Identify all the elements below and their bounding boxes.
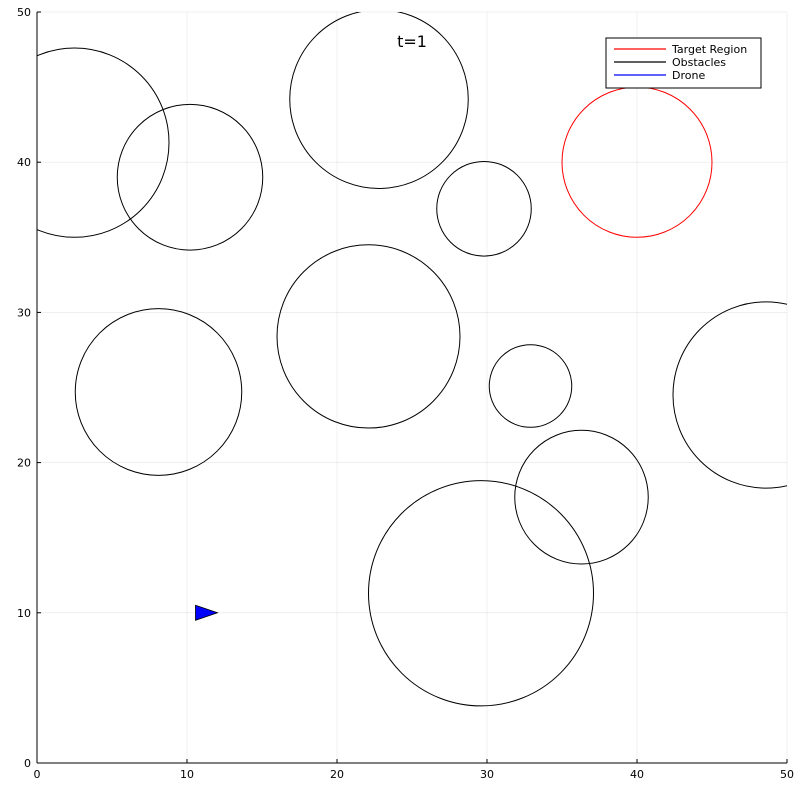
obstacle-circle [289, 12, 469, 189]
legend-label: Target Region [671, 43, 747, 56]
x-tick-label: 20 [330, 768, 344, 781]
time-annotation: t=1 [397, 32, 427, 51]
ticks: 0 10 20 30 40 50 0 10 20 30 40 50 [17, 6, 794, 781]
legend-label: Obstacles [672, 56, 726, 69]
y-tick-label: 10 [17, 607, 31, 620]
obstacle-circle [514, 429, 649, 565]
x-tick-label: 0 [34, 768, 41, 781]
obstacle-circle [368, 480, 594, 707]
x-tick-label: 30 [480, 768, 494, 781]
legend-box [605, 37, 762, 89]
drone-marker [195, 604, 219, 621]
plot-area [37, 12, 787, 707]
x-tick-label: 40 [630, 768, 644, 781]
obstacle-circle [488, 344, 573, 428]
legend-label: Drone [672, 69, 705, 82]
obstacle-circle [672, 301, 787, 489]
obstacle-circle [436, 160, 532, 257]
axes [36, 12, 787, 764]
obstacle-circle [74, 308, 243, 476]
obstacle-circle [276, 244, 461, 429]
x-tick-label: 10 [180, 768, 194, 781]
x-tick-label: 50 [780, 768, 794, 781]
y-tick-label: 50 [17, 6, 31, 19]
grid [36, 11, 788, 764]
y-tick-label: 20 [17, 457, 31, 470]
obstacle-circle [37, 47, 170, 238]
y-tick-label: 40 [17, 156, 31, 169]
y-tick-label: 30 [17, 306, 31, 319]
obstacle-circle [116, 103, 264, 251]
y-tick-label: 0 [24, 757, 31, 770]
